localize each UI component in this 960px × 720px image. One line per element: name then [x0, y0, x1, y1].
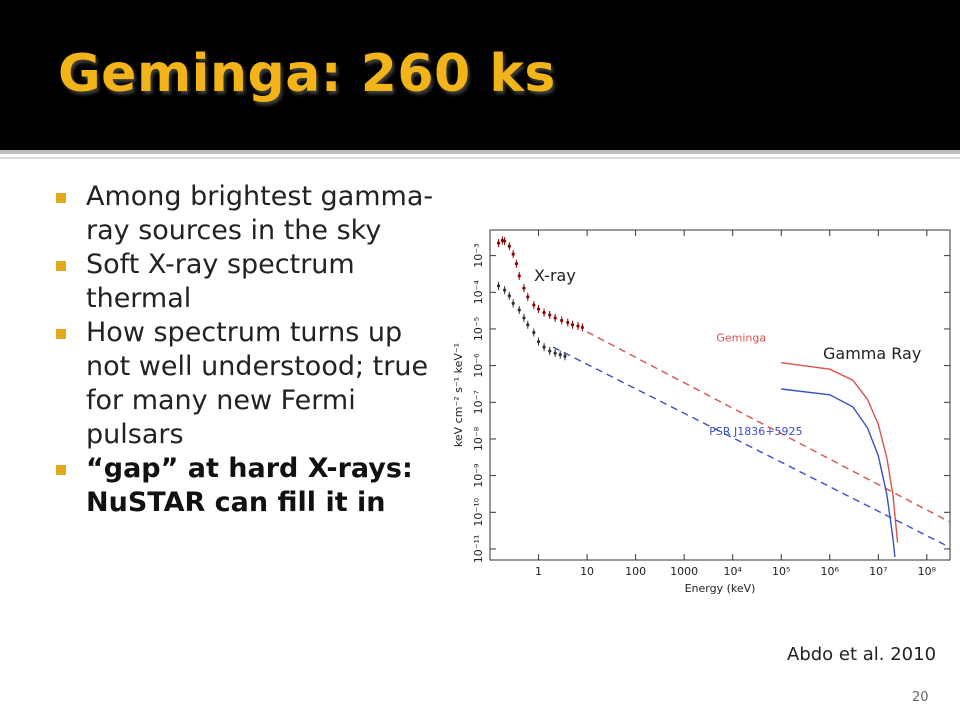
data-point [548, 313, 552, 317]
data-point [507, 244, 511, 248]
series-inline-label: Geminga [716, 332, 766, 345]
data-point [503, 288, 507, 292]
data-point [532, 330, 536, 335]
square-bullet-icon [56, 329, 66, 339]
y-tick-label: 10⁻³ [472, 244, 485, 268]
x-tick-label: 10⁷ [869, 565, 887, 578]
y-tick-label: 10⁻⁵ [472, 317, 485, 341]
data-point [580, 325, 584, 330]
x-tick-label: 10⁸ [918, 565, 937, 578]
data-point [536, 340, 541, 344]
x-tick-label: 1 [535, 565, 542, 578]
x-tick-label: 10 [580, 565, 594, 578]
citation: Abdo et al. 2010 [787, 644, 937, 665]
square-bullet-icon [56, 261, 66, 271]
data-point [514, 262, 519, 266]
data-point [560, 318, 564, 323]
y-tick-label: 10⁻⁷ [472, 390, 485, 414]
square-bullet-icon [56, 465, 66, 475]
data-point [496, 284, 501, 288]
gamma-ray-annotation: Gamma Ray [823, 344, 922, 363]
bullet-text: Among brightest gamma-ray sources in the… [86, 181, 434, 246]
data-point [536, 307, 541, 311]
y-tick-label: 10⁻⁹ [472, 464, 485, 488]
series-line [552, 346, 950, 549]
data-point [563, 354, 567, 358]
data-point [576, 324, 580, 328]
bullet-item: How spectrum turns up not well understoo… [50, 316, 445, 452]
slide-title: Geminga: 260 ks [58, 44, 556, 104]
bullet-item-emphasis: “gap” at hard X-rays: NuSTAR can fill it… [50, 452, 445, 520]
data-point [496, 241, 501, 245]
data-point [548, 349, 552, 353]
series-line [781, 362, 899, 543]
x-tick-label: 10⁴ [723, 565, 742, 578]
bullet-item: Among brightest gamma-ray sources in the… [50, 180, 445, 248]
bullet-text: How spectrum turns up not well understoo… [86, 317, 429, 450]
y-tick-label: 10⁻¹¹ [472, 535, 485, 564]
x-tick-label: 100 [625, 565, 646, 578]
data-point [507, 294, 511, 298]
header-divider [0, 150, 960, 154]
data-point [542, 310, 546, 315]
bullet-text: Soft X-ray spectrum thermal [86, 249, 355, 314]
data-point [542, 345, 546, 349]
y-tick-label: 10⁻⁴ [472, 280, 485, 305]
data-point [553, 316, 557, 320]
x-tick-label: 10⁶ [821, 565, 840, 578]
data-point [503, 239, 507, 243]
series-line [781, 388, 896, 558]
data-point [522, 286, 526, 290]
y-tick-label: 10⁻⁸ [472, 426, 485, 451]
data-point [522, 316, 526, 320]
bullet-list: Among brightest gamma-ray sources in the… [50, 180, 445, 520]
y-tick-label: 10⁻¹⁰ [472, 497, 485, 526]
data-point [558, 352, 562, 357]
data-point [553, 351, 557, 355]
data-point [517, 308, 521, 312]
title-bar: Geminga: 260 ks [0, 0, 960, 150]
series-line [586, 331, 950, 523]
x-tick-label: 1000 [670, 565, 698, 578]
data-point [526, 323, 530, 327]
plot-frame [489, 229, 951, 561]
data-point [570, 323, 575, 327]
data-point [566, 320, 570, 325]
page-number: 20 [912, 690, 929, 705]
data-point [511, 301, 515, 305]
xray-annotation: X-ray [534, 266, 576, 285]
y-tick-label: 10⁻⁶ [472, 353, 485, 378]
x-tick-label: 10⁵ [772, 565, 790, 578]
square-bullet-icon [56, 193, 66, 203]
x-axis-label: Energy (keV) [685, 582, 756, 595]
y-axis-label: keV cm⁻² s⁻¹ keV⁻¹ [452, 343, 465, 447]
series-inline-label: PSR J1836+5925 [709, 425, 802, 438]
bullet-item: Soft X-ray spectrum thermal [50, 248, 445, 316]
spectrum-chart: 1 10 100 1000 10⁴ 10⁵ 10⁶ 10⁷ 10⁸ 10⁻³ 10⁻⁴ 10⁻⁵ 10⁻… [452, 229, 951, 595]
data-point [517, 274, 521, 278]
data-point [526, 295, 530, 299]
header-divider-thin [0, 157, 960, 159]
data-point [511, 252, 515, 256]
data-point [532, 303, 536, 307]
bullet-text: “gap” at hard X-rays: NuSTAR can fill it… [86, 453, 413, 518]
